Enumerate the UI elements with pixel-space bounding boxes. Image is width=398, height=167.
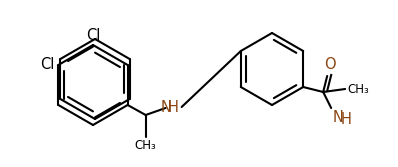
Text: Cl: Cl [40,56,55,71]
Text: CH₃: CH₃ [135,139,156,152]
Text: O: O [324,57,336,72]
Text: CH₃: CH₃ [347,82,369,96]
Text: Cl: Cl [86,28,100,43]
Text: H: H [168,100,179,115]
Text: N: N [332,110,343,125]
Text: H: H [340,112,351,127]
Text: N: N [161,100,172,115]
